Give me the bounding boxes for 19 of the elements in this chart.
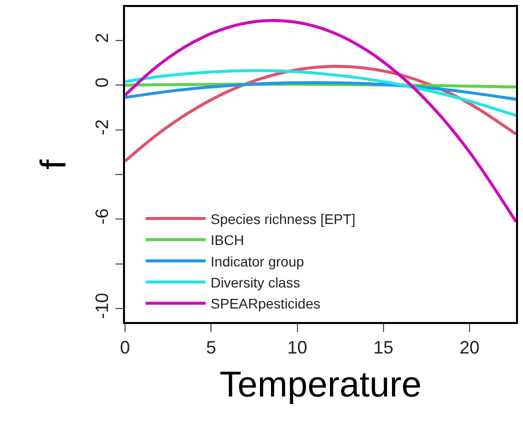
- line-series: [125, 69, 516, 118]
- y-tick-label: -10: [92, 292, 112, 319]
- y-tick-label: -2: [92, 119, 112, 136]
- x-tick-label: 10: [287, 337, 308, 358]
- y-axis-title: f: [32, 158, 74, 170]
- legend-label: Indicator group: [210, 253, 304, 270]
- legend-label: IBCH: [210, 232, 244, 248]
- legend-label: Diversity class: [210, 274, 300, 291]
- y-tick-label: -6: [92, 208, 112, 225]
- x-tick-label: 5: [206, 337, 216, 358]
- y-tick-label: 0: [92, 77, 112, 88]
- x-tick-label: 15: [373, 337, 394, 358]
- y-tick-label: 2: [92, 32, 112, 43]
- legend-label: SPEARpesticides: [210, 296, 320, 312]
- line-series: [125, 81, 516, 101]
- x-tick-label: 0: [120, 337, 130, 358]
- x-axis-title: Temperature: [219, 364, 422, 405]
- legend-label: Species richness [EPT]: [210, 210, 356, 227]
- x-tick-label: 20: [459, 337, 480, 358]
